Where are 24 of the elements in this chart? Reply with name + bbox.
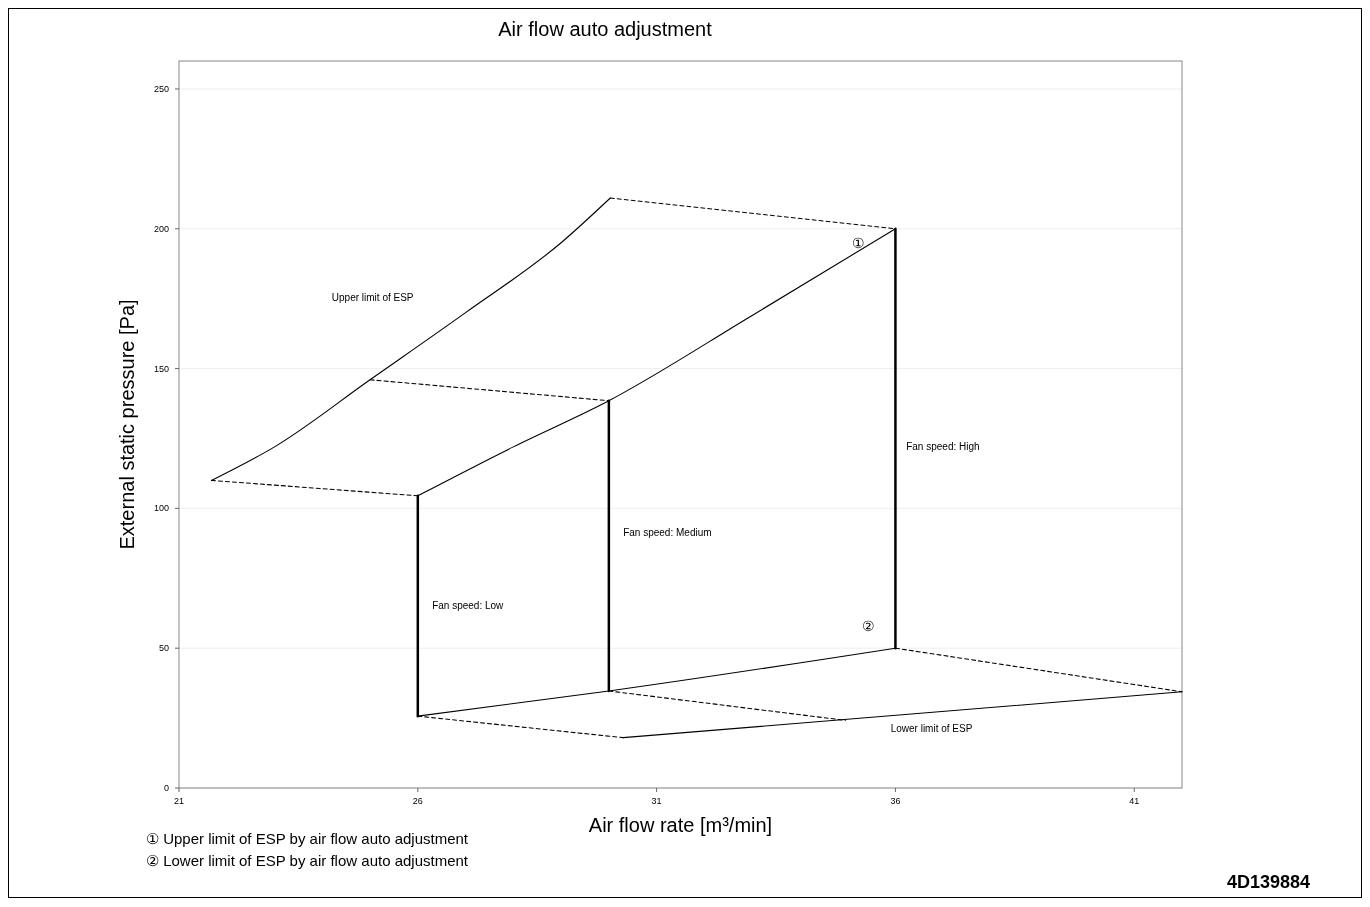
text: 4D139884 xyxy=(1226,872,1310,892)
x-tick-label: 21 xyxy=(173,796,185,806)
annotation: ② xyxy=(862,618,875,635)
y-tick-label: 50 xyxy=(158,643,169,654)
annotation: ① xyxy=(852,235,866,252)
x-tick-label: 41 xyxy=(1129,796,1140,806)
x-tick-label: 26 xyxy=(412,796,423,806)
y-tick-label: 0 xyxy=(163,783,169,793)
y-tick-label: 100 xyxy=(153,503,169,514)
x-axis-title: Air flow rate [m³/min] xyxy=(588,814,773,836)
chart-title: Air flow auto adjustment xyxy=(498,18,713,40)
annotation: Upper limit of ESP xyxy=(331,292,414,304)
text: ① Upper limit of ESP by air flow auto adjustment xyxy=(146,830,469,847)
x-tick-label: 36 xyxy=(890,796,901,806)
y-tick-label: 250 xyxy=(153,83,169,94)
x-tick-label: 31 xyxy=(651,796,662,806)
y-axis-title: External static pressure [Pa] xyxy=(116,299,138,550)
annotation: Fan speed: Medium xyxy=(623,527,712,539)
y-tick-label: 150 xyxy=(153,363,169,374)
annotation: Fan speed: Low xyxy=(432,600,505,612)
annotation: Lower limit of ESP xyxy=(890,723,973,735)
annotation: Fan speed: High xyxy=(906,440,980,452)
text: ② Lower limit of ESP by air flow auto adjustment xyxy=(146,852,469,869)
y-tick-label: 200 xyxy=(153,223,169,234)
